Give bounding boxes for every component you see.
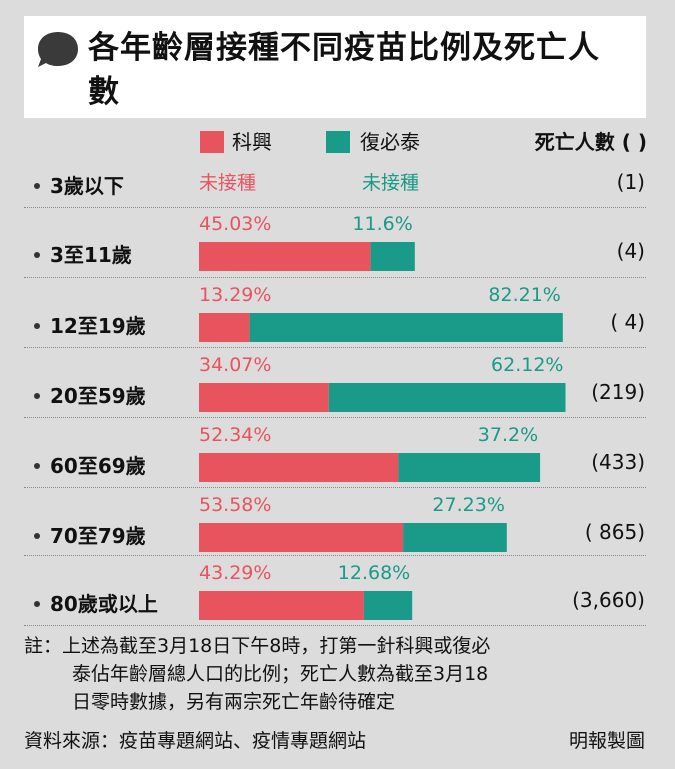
age-group-label: 12至19歲: [34, 310, 146, 339]
sinovac-bar: [199, 383, 329, 412]
death-count: (4): [616, 239, 645, 263]
death-count: ( 4): [610, 310, 645, 334]
death-count: (433): [591, 450, 645, 474]
row-separator: [24, 625, 646, 626]
row-separator: [24, 555, 646, 556]
row-separator: [24, 207, 646, 208]
speech-bubble-icon: [38, 32, 78, 67]
biontech-bar: [370, 242, 415, 271]
sinovac-percent-label: 未接種: [199, 172, 257, 194]
death-count: (219): [591, 380, 645, 404]
age-group-text: 3至11歲: [50, 243, 132, 267]
biontech-percent-label: 12.68%: [337, 562, 411, 584]
age-group-label: 20至59歲: [34, 380, 146, 409]
death-count: ( 865): [584, 520, 645, 544]
age-group-text: 20至59歲: [50, 384, 146, 408]
sinovac-percent-label: 45.03%: [199, 213, 272, 235]
age-group-label: 3至11歲: [34, 239, 132, 268]
age-group-label: 60至69歲: [34, 450, 146, 479]
source-text: 資料來源：疫苗專題網站、疫情專題網站: [24, 730, 367, 752]
footnote-line-1: 註：上述為截至3月18日下午8時，打第一針科興或復必: [24, 635, 491, 657]
age-group-label: 70至79歲: [34, 520, 146, 549]
age-group-label: 3歲以下: [34, 170, 124, 199]
bullet-dot: [34, 322, 40, 329]
bullet-dot: [34, 182, 40, 189]
age-group-text: 70至79歲: [50, 524, 146, 548]
legend-label-sinovac: 科興: [232, 130, 272, 154]
biontech-percent-label: 62.12%: [491, 354, 564, 376]
sinovac-bar: [199, 313, 250, 342]
legend-label-deaths: 死亡人數 ( ): [534, 130, 647, 154]
biontech-percent-label: 未接種: [362, 172, 420, 194]
biontech-bar: [363, 591, 413, 620]
biontech-percent-label: 27.23%: [432, 494, 505, 516]
death-count: (1): [616, 170, 645, 194]
legend-label-biontech: 復必泰: [360, 130, 420, 154]
title-box: 各年齡層接種不同疫苗比例及死亡人數: [24, 16, 646, 118]
row-separator: [24, 347, 646, 348]
biontech-percent-label: 11.6%: [352, 213, 413, 235]
bullet-dot: [34, 392, 40, 399]
sinovac-percent-label: 53.58%: [199, 494, 272, 516]
age-group-text: 12至19歲: [50, 314, 146, 338]
legend: 科興 復必泰 死亡人數 ( ): [0, 128, 675, 156]
bullet-dot: [34, 462, 40, 469]
bullet-dot: [34, 532, 40, 539]
death-count: (3,660): [572, 588, 645, 612]
sinovac-bar: [199, 242, 371, 271]
sinovac-percent-label: 43.29%: [199, 562, 272, 584]
footnote-line-2: 泰佔年齡層總人口的比例；死亡人數為截至3月18: [72, 663, 489, 685]
sinovac-percent-label: 52.34%: [199, 424, 272, 446]
biontech-bar: [249, 313, 563, 342]
credit-text: 明報製圖: [568, 730, 645, 752]
biontech-percent-label: 82.21%: [488, 284, 561, 306]
row-separator: [24, 277, 646, 278]
age-group-text: 80歲或以上: [50, 592, 158, 616]
sinovac-percent-label: 13.29%: [199, 284, 272, 306]
legend-swatch-sinovac: [200, 131, 224, 153]
bullet-dot: [34, 600, 40, 607]
age-group-label: 80歲或以上: [34, 588, 158, 617]
age-group-text: 3歲以下: [50, 174, 124, 198]
sinovac-bar: [199, 591, 364, 620]
legend-swatch-biontech: [326, 131, 350, 153]
biontech-percent-label: 37.2%: [477, 424, 539, 446]
footnote: 註：上述為截至3月18日下午8時，打第一針科興或復必 泰佔年齡層總人口的比例；死…: [24, 632, 650, 716]
sinovac-bar: [199, 523, 404, 552]
chart-title: 各年齡層接種不同疫苗比例及死亡人數: [88, 30, 600, 110]
row-separator: [24, 487, 646, 488]
sinovac-bar: [199, 453, 399, 482]
bullet-dot: [34, 251, 40, 258]
biontech-bar: [328, 383, 566, 412]
footnote-line-3: 日零時數據，另有兩宗死亡年齡待確定: [72, 691, 396, 713]
biontech-bar: [403, 523, 507, 552]
sinovac-percent-label: 34.07%: [199, 354, 272, 376]
biontech-bar: [398, 453, 541, 482]
row-separator: [24, 417, 646, 418]
age-group-text: 60至69歲: [50, 454, 146, 478]
